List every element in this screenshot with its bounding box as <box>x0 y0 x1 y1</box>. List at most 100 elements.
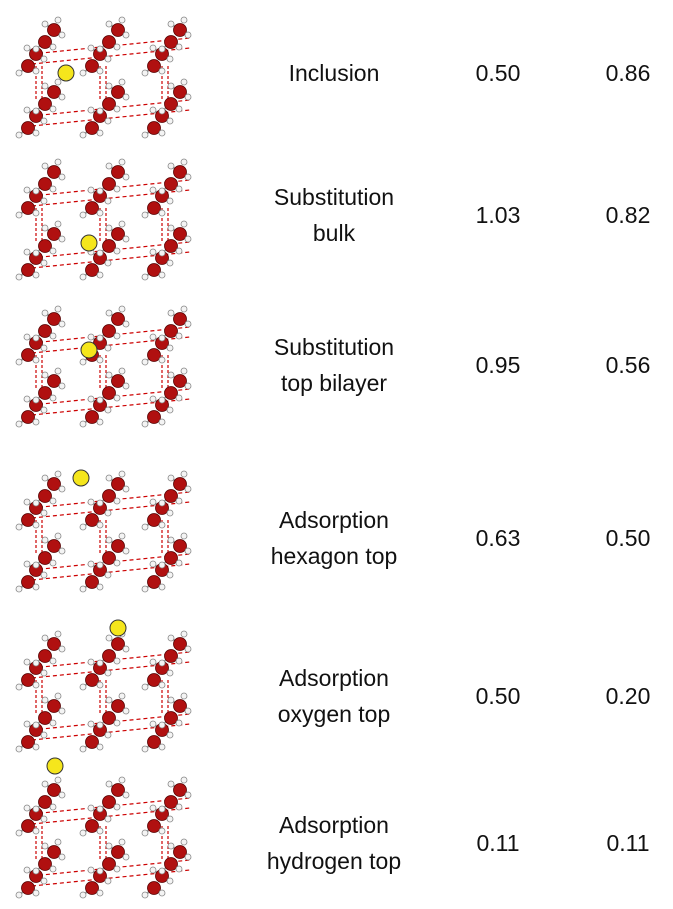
hydrogen-atom <box>122 791 130 799</box>
hydrogen-atom <box>167 224 175 232</box>
hydrogen-atom <box>158 249 166 257</box>
hydrogen-atom <box>96 107 104 115</box>
hydrogen-atom <box>113 332 121 340</box>
hydrogen-atom <box>166 669 174 677</box>
hydrogen-atom <box>141 585 149 593</box>
hydrogen-atom <box>184 645 192 653</box>
hydrogen-atom <box>23 395 31 403</box>
hydrogen-atom <box>104 259 112 267</box>
oxygen-atom <box>102 649 116 663</box>
hydrogen-atom <box>32 209 40 217</box>
hydrogen-atom <box>15 358 23 366</box>
oxygen-atom <box>173 227 187 241</box>
hydrogen-atom <box>166 344 174 352</box>
hydrogen-atom <box>122 645 130 653</box>
hydrogen-atom <box>41 82 49 90</box>
hydrogen-atom <box>54 532 62 540</box>
hydrogen-atom <box>122 320 130 328</box>
hydrogen-atom <box>158 271 166 279</box>
hydrogen-atom <box>23 866 31 874</box>
hydrogen-atom <box>104 55 112 63</box>
row-label: hexagon top <box>271 543 398 569</box>
ice-structure <box>15 470 192 593</box>
hydrogen-atom <box>40 259 48 267</box>
oxygen-atom <box>85 121 99 135</box>
hydrogen-atom <box>113 559 121 567</box>
hydrogen-atom <box>23 720 31 728</box>
hydrogen-atom <box>49 394 57 402</box>
hydrogen-atom <box>96 67 104 75</box>
row-label: hydrogen top <box>267 848 401 874</box>
hydrogen-atom <box>58 173 66 181</box>
hydrogen-atom <box>96 209 104 217</box>
hydrogen-atom <box>113 865 121 873</box>
oxygen-atom <box>38 551 52 565</box>
hydrogen-atom <box>141 745 149 753</box>
hydrogen-atom <box>96 249 104 257</box>
hydrogen-atom <box>158 889 166 897</box>
hydrogen-atom <box>79 829 87 837</box>
oxygen-atom <box>111 85 125 99</box>
hydrogen-atom <box>184 93 192 101</box>
hydrogen-atom <box>158 187 166 195</box>
hydrogen-atom <box>58 547 66 555</box>
oxygen-atom <box>85 263 99 277</box>
hydrogen-atom <box>149 44 157 52</box>
oxygen-atom <box>164 177 178 191</box>
hydrogen-atom <box>104 406 112 414</box>
hydrogen-atom <box>167 162 175 170</box>
hydrogen-atom <box>105 696 113 704</box>
hydrogen-atom <box>180 470 188 478</box>
hydrogen-atom <box>96 889 104 897</box>
oxygen-atom <box>102 386 116 400</box>
oxygen-atom <box>173 374 187 388</box>
hydrogen-atom <box>180 305 188 313</box>
hydrogen-atom <box>96 743 104 751</box>
value-1: 0.50 <box>476 683 521 709</box>
hydrogen-atom <box>54 220 62 228</box>
hydrogen-atom <box>113 497 121 505</box>
hydrogen-atom <box>79 358 87 366</box>
hydrogen-atom <box>96 521 104 529</box>
oxygen-atom <box>164 239 178 253</box>
hydrogen-atom <box>23 44 31 52</box>
hydrogen-atom <box>96 681 104 689</box>
hydrogen-atom <box>15 273 23 281</box>
hydrogen-atom <box>40 344 48 352</box>
oxygen-atom <box>147 348 161 362</box>
hydrogen-atom <box>58 31 66 39</box>
hydrogen-atom <box>141 358 149 366</box>
row-label: Adsorption <box>279 665 389 691</box>
hydrogen-atom <box>118 692 126 700</box>
bond <box>31 398 191 416</box>
hydrogen-atom <box>158 209 166 217</box>
hydrogen-atom <box>96 827 104 835</box>
ice-structure <box>15 776 192 899</box>
oxygen-atom <box>173 477 187 491</box>
hydrogen-atom <box>96 129 104 137</box>
value-2: 0.20 <box>606 683 651 709</box>
hydrogen-atom <box>49 865 57 873</box>
hydrogen-atom <box>41 224 49 232</box>
hydrogen-atom <box>87 186 95 194</box>
hydrogen-atom <box>87 395 95 403</box>
oxygen-atom <box>164 489 178 503</box>
oxygen-atom <box>21 121 35 135</box>
oxygen-atom <box>147 263 161 277</box>
hydrogen-atom <box>113 247 121 255</box>
hydrogen-atom <box>79 585 87 593</box>
oxygen-atom <box>38 857 52 871</box>
hydrogen-atom <box>184 485 192 493</box>
hydrogen-atom <box>118 470 126 478</box>
hydrogen-atom <box>49 247 57 255</box>
ice-structure <box>15 305 192 428</box>
hydrogen-atom <box>96 396 104 404</box>
hydrogen-atom <box>54 838 62 846</box>
hydrogen-atom <box>41 20 49 28</box>
oxygen-atom <box>38 239 52 253</box>
value-2: 0.50 <box>606 525 651 551</box>
hydrogen-atom <box>40 815 48 823</box>
hydrogen-atom <box>180 630 188 638</box>
oxygen-atom <box>147 819 161 833</box>
